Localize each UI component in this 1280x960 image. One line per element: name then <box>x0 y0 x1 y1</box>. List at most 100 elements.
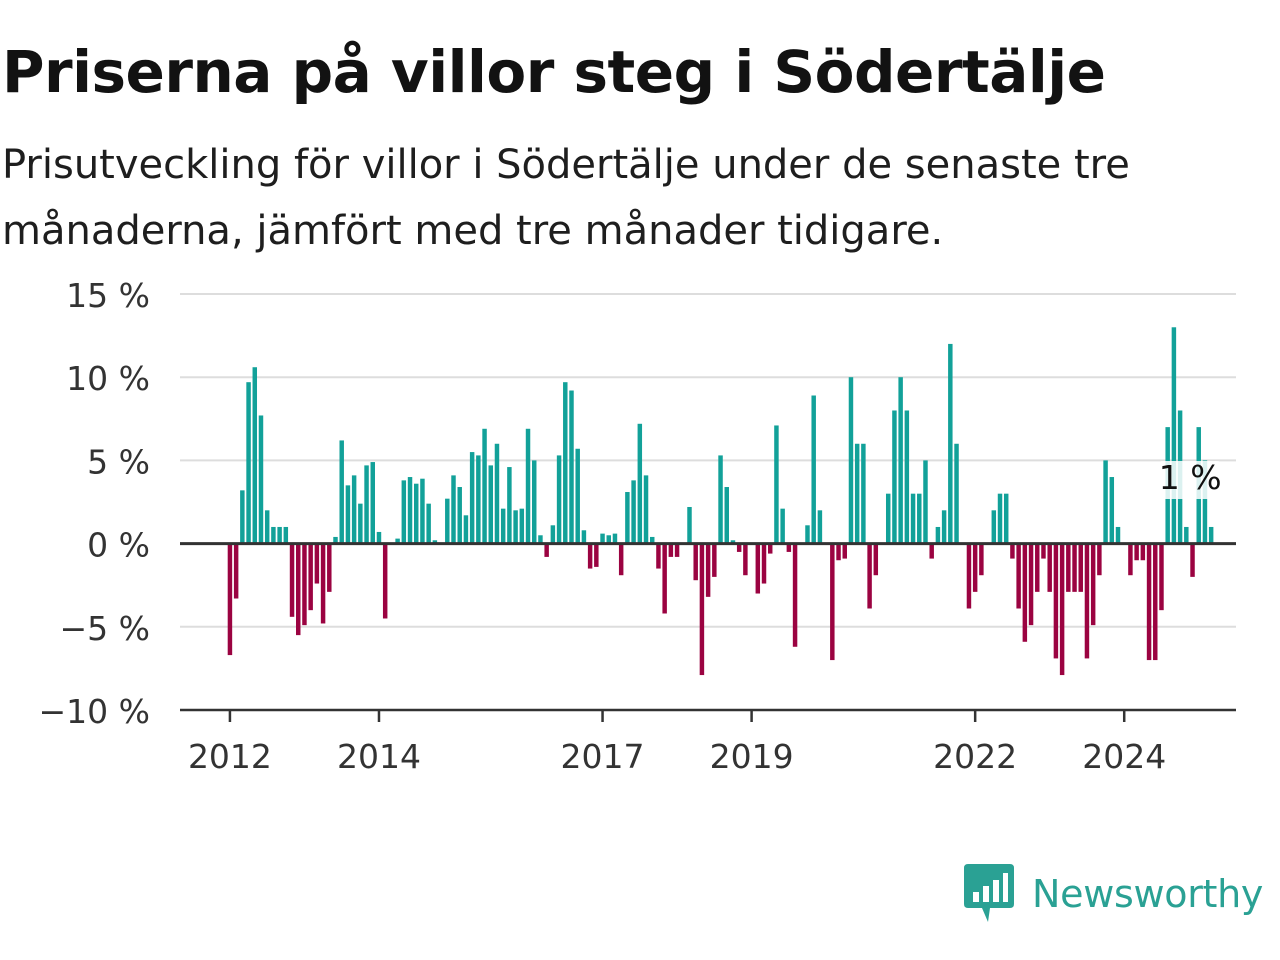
bar <box>1190 543 1195 577</box>
annotations: 1 % <box>1154 458 1225 499</box>
bar <box>618 543 624 576</box>
newsworthy-brand: Newsworthy <box>964 862 1263 926</box>
bar <box>637 423 643 544</box>
bar <box>774 425 779 544</box>
bar-chart: 15 % 10 % 5 % 0 % −5 % −10 % 2012 2014 2017 2019… <box>39 276 1236 776</box>
x-tick-label: 2019 <box>710 737 794 776</box>
bar <box>854 443 860 544</box>
bar <box>885 493 891 544</box>
y-tick-label: 15 % <box>66 276 150 315</box>
bar <box>351 475 357 544</box>
bar <box>736 543 742 552</box>
annotation-background <box>1154 460 1225 499</box>
bar <box>575 448 580 544</box>
bar <box>811 395 816 544</box>
bar <box>1090 543 1096 626</box>
bar <box>904 410 910 544</box>
bar <box>718 455 723 544</box>
bar <box>699 543 705 676</box>
bar <box>500 508 506 544</box>
bar <box>892 410 897 544</box>
bar <box>519 508 525 544</box>
x-tick-label: 2024 <box>1082 737 1166 776</box>
bar <box>923 460 928 544</box>
bar <box>873 543 879 576</box>
bar <box>513 510 518 544</box>
bar <box>569 390 574 544</box>
bar <box>724 487 729 544</box>
newsworthy-logo-icon <box>964 864 1014 922</box>
bar <box>997 493 1003 544</box>
bar <box>1146 543 1152 661</box>
bar <box>451 475 456 544</box>
bar <box>1010 543 1015 559</box>
bar <box>432 540 438 544</box>
bar <box>488 465 493 544</box>
bar <box>1059 543 1065 676</box>
bar <box>979 543 984 576</box>
bar <box>948 343 953 544</box>
bar <box>308 543 313 611</box>
bar <box>643 475 649 544</box>
bar <box>1153 543 1158 661</box>
bar <box>786 543 792 552</box>
bar <box>538 535 543 544</box>
bar <box>972 543 978 592</box>
bar <box>364 465 369 544</box>
brand-name: Newsworthy <box>1032 872 1264 916</box>
bar <box>1066 543 1071 592</box>
bar <box>712 543 717 577</box>
bar <box>861 443 866 544</box>
bar <box>1208 526 1214 544</box>
bar <box>792 543 798 647</box>
bar <box>1041 543 1046 559</box>
bar <box>662 543 667 614</box>
bar <box>842 543 847 559</box>
bar <box>755 543 761 594</box>
bar <box>407 477 413 544</box>
bar <box>1003 493 1009 544</box>
bar <box>246 382 251 544</box>
bar <box>1047 543 1052 592</box>
bar <box>302 543 307 626</box>
bar <box>277 526 282 544</box>
bar <box>1140 543 1146 561</box>
bar <box>271 526 276 544</box>
bar <box>370 462 375 544</box>
bar <box>482 428 487 544</box>
bar <box>761 543 767 584</box>
bar <box>426 503 431 544</box>
bar <box>550 525 556 544</box>
chart-subtitle: Prisutveckling för villor i Södertälje u… <box>2 142 1130 254</box>
bar <box>656 543 661 569</box>
bar <box>376 531 382 544</box>
bar <box>320 543 326 624</box>
bar <box>587 543 593 569</box>
bar <box>1128 543 1133 576</box>
bar <box>544 543 549 557</box>
bar <box>476 455 481 544</box>
bar <box>830 543 835 661</box>
bar <box>289 543 295 617</box>
bar <box>687 506 692 544</box>
bar <box>600 533 605 544</box>
bar <box>817 510 823 544</box>
bar <box>1016 543 1021 609</box>
bar <box>227 543 233 656</box>
x-tick-label: 2017 <box>561 737 645 776</box>
bar <box>1103 460 1108 544</box>
bar <box>525 428 531 544</box>
bar <box>1159 543 1164 611</box>
bar <box>730 540 736 544</box>
bar <box>966 543 972 609</box>
latest-value-label: 1 % <box>1159 458 1222 497</box>
bar <box>395 538 400 544</box>
bar <box>420 478 425 544</box>
bar <box>1115 526 1121 544</box>
bar <box>935 526 941 544</box>
bar <box>594 543 599 567</box>
bar <box>767 543 773 554</box>
bar <box>469 452 475 544</box>
bar <box>333 536 338 544</box>
axes <box>180 542 1236 712</box>
